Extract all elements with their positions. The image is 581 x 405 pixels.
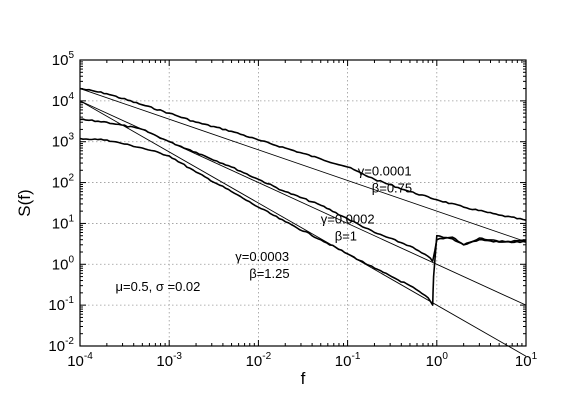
x-axis-label: f	[301, 369, 306, 388]
fit-line-3	[79, 100, 527, 357]
y-tick-label: 101	[52, 213, 75, 232]
plot-frame	[79, 59, 527, 347]
y-tick-label: 102	[52, 173, 75, 192]
y-tick-label: 105	[52, 50, 75, 69]
annotation-1-line-2: β=0.75	[372, 180, 412, 195]
series-line-1	[79, 87, 527, 221]
y-tick-label: 10-2	[48, 336, 74, 355]
y-tick-label: 100	[52, 254, 75, 273]
annotations: γ=0.0001 β=0.75 γ=0.0002 β=1 γ=0.0003 β=1.25 μ…	[115, 163, 412, 294]
y-tick-label: 103	[52, 132, 75, 151]
series-line-2	[79, 118, 527, 262]
y-tick-label: 104	[52, 91, 75, 110]
y-tick-labels: 10-2 10-1 100 101 102 103 104 105	[48, 50, 74, 355]
annotation-2-line-1: γ=0.0002	[321, 211, 375, 226]
annotation-4-line-1: μ=0.5, σ =0.02	[115, 279, 200, 294]
x-tick-labels: 10-4 10-3 10-2 10-1 100 101	[67, 351, 537, 370]
annotation-3-line-1: γ=0.0003	[235, 249, 289, 264]
ticks	[79, 60, 526, 347]
x-tick-label: 10-3	[156, 351, 182, 370]
x-tick-label: 10-1	[335, 351, 361, 370]
fit-lines	[79, 88, 527, 357]
annotation-2-line-2: β=1	[335, 228, 357, 243]
y-axis-label: S(f)	[15, 189, 34, 216]
x-tick-label: 100	[426, 351, 449, 370]
fit-line-1	[79, 88, 527, 243]
annotation-1-line-1: γ=0.0001	[358, 163, 412, 178]
y-tick-label: 10-1	[48, 295, 74, 314]
annotation-3-line-2: β=1.25	[249, 266, 289, 281]
x-tick-label: 10-2	[246, 351, 272, 370]
series-line-3	[79, 137, 527, 306]
series-layer	[79, 87, 527, 306]
x-tick-label: 10-4	[67, 351, 93, 370]
x-tick-label: 101	[515, 351, 538, 370]
